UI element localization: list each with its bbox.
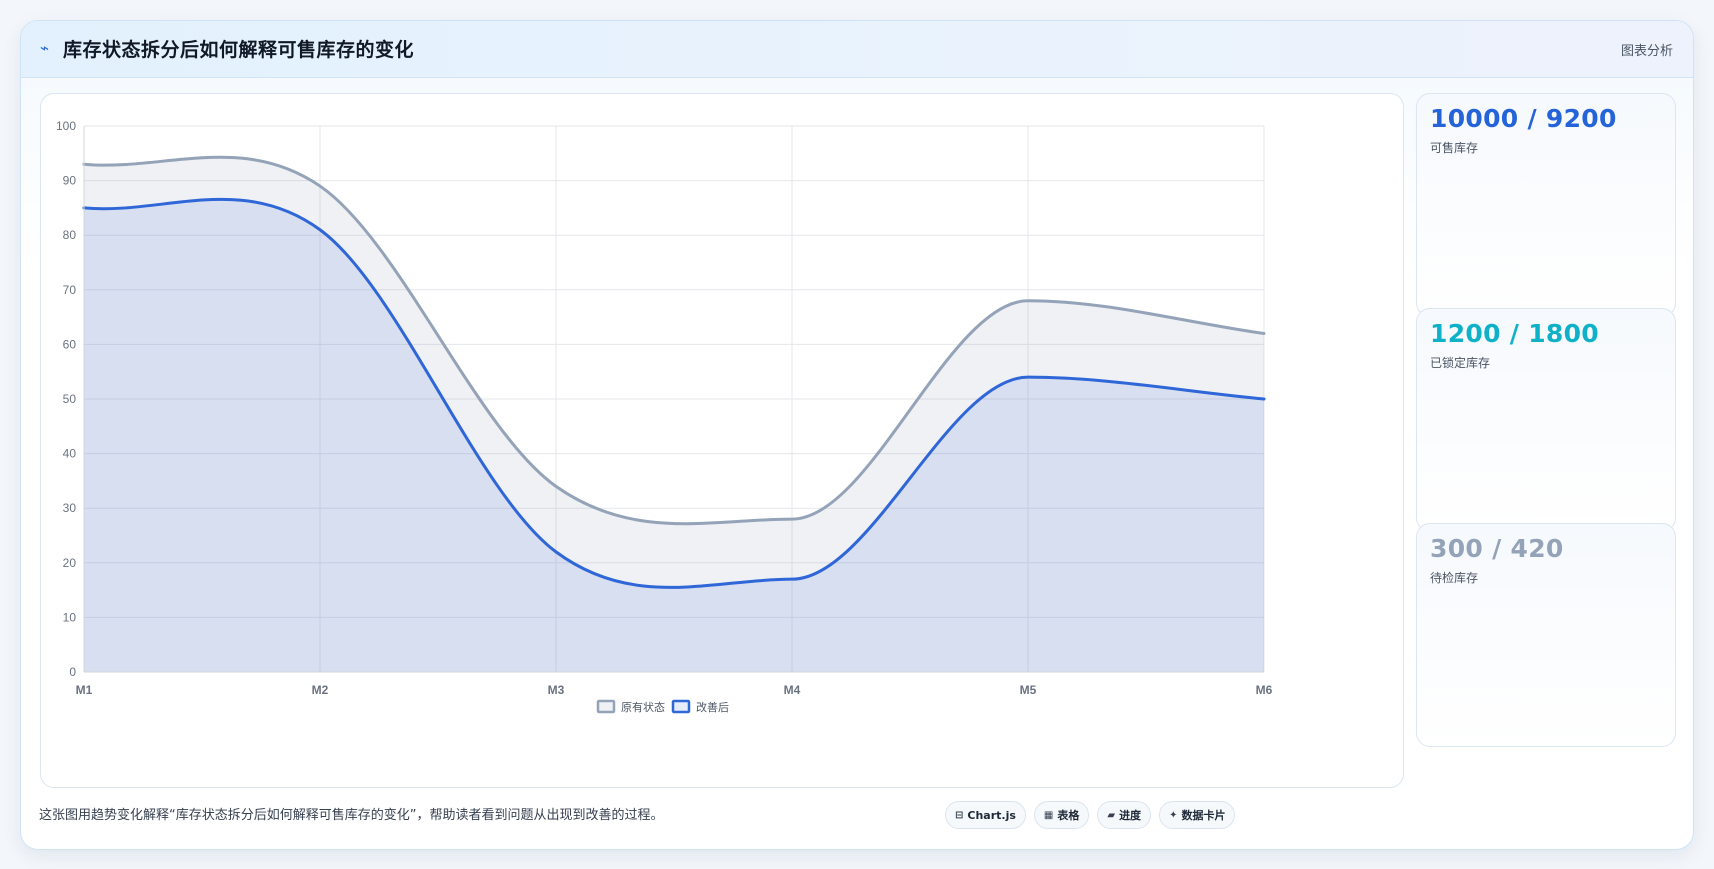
x-tick-label: M1 (76, 683, 93, 697)
chart-panel: 0 10 20 30 40 50 60 70 80 90 100 M1 M2 M3 M4 M5 M6 原有状态 改善… (40, 93, 1404, 788)
y-tick-label: 10 (63, 610, 77, 624)
x-tick-label: M2 (312, 683, 329, 697)
tag-data-card[interactable]: ✦ 数据卡片 (1159, 801, 1236, 829)
tag-table[interactable]: ▦ 表格 (1033, 801, 1090, 829)
stat-card-locked: 1200 / 1800 已锁定库存 (1416, 308, 1676, 532)
y-tick-label: 90 (63, 174, 77, 188)
tag-progress[interactable]: ▰ 进度 (1097, 801, 1152, 829)
stat-value: 10000 / 9200 (1430, 104, 1617, 133)
y-tick-label: 60 (63, 337, 77, 351)
y-tick-label: 0 (69, 665, 76, 679)
tag-chartjs[interactable]: ⊟ Chart.js (945, 801, 1026, 829)
chart-type-label: 图表分析 (1620, 44, 1673, 59)
y-tick-label: 20 (63, 556, 77, 570)
area-chart: 0 10 20 30 40 50 60 70 80 90 100 M1 M2 M3 M4 M5 M6 原有状态 改善… (56, 119, 1273, 714)
y-tick-label: 80 (63, 228, 77, 242)
page-title: 库存状态拆分后如何解释可售库存的变化 (63, 39, 415, 61)
tag-label: Chart.js (967, 808, 1016, 822)
series-line-1 (82, 155, 1266, 526)
progress-icon: ▰ (1107, 809, 1116, 821)
series-area-2 (84, 199, 1264, 672)
stat-value: 300 / 420 (1430, 534, 1564, 563)
x-tick-label: M6 (1256, 683, 1273, 697)
chart-card: ⌁ 库存状态拆分后如何解释可售库存的变化 图表分析 0 10 20 30 40 50 60 7… (20, 20, 1694, 850)
tag-label: 数据卡片 (1181, 809, 1226, 822)
stat-card-inspection: 300 / 420 待检库存 (1416, 523, 1676, 747)
legend-swatch (596, 699, 616, 714)
card-header: ⌁ 库存状态拆分后如何解释可售库存的变化 图表分析 (21, 21, 1693, 78)
y-tick-label: 50 (63, 392, 77, 406)
x-tick-label: M3 (548, 683, 565, 697)
x-tick-label: M5 (1020, 683, 1037, 697)
table-icon: ▦ (1043, 809, 1054, 821)
sparkle-icon: ✦ (1169, 809, 1178, 821)
y-tick-label: 40 (63, 447, 77, 461)
tag-list: ⊟ Chart.js ▦ 表格 ▰ 进度 ✦ 数据卡片 (945, 801, 1236, 829)
tag-label: 进度 (1119, 809, 1142, 822)
chart-icon: ⊟ (955, 809, 964, 821)
stat-value: 1200 / 1800 (1430, 319, 1599, 348)
chart-description: 这张图用趋势变化解释“库存状态拆分后如何解释可售库存的变化”，帮助读者看到问题从… (39, 808, 664, 823)
trend-icon: ⌁ (40, 39, 50, 57)
y-tick-label: 30 (63, 501, 77, 515)
legend-label: 改善后 (696, 700, 729, 714)
tag-label: 表格 (1057, 809, 1080, 822)
stat-label: 可售库存 (1430, 141, 1479, 155)
chart-legend: 原有状态 改善后 (596, 699, 729, 714)
y-tick-label: 70 (63, 283, 77, 297)
legend-label: 原有状态 (621, 700, 665, 714)
stat-label: 待检库存 (1430, 571, 1479, 585)
legend-swatch (671, 699, 691, 714)
stat-card-sellable: 10000 / 9200 可售库存 (1416, 93, 1676, 317)
stat-label: 已锁定库存 (1430, 356, 1491, 370)
series-line-2 (82, 197, 1266, 589)
y-tick-label: 100 (56, 119, 76, 133)
x-tick-label: M4 (784, 683, 801, 697)
series-area-1 (84, 157, 1264, 672)
